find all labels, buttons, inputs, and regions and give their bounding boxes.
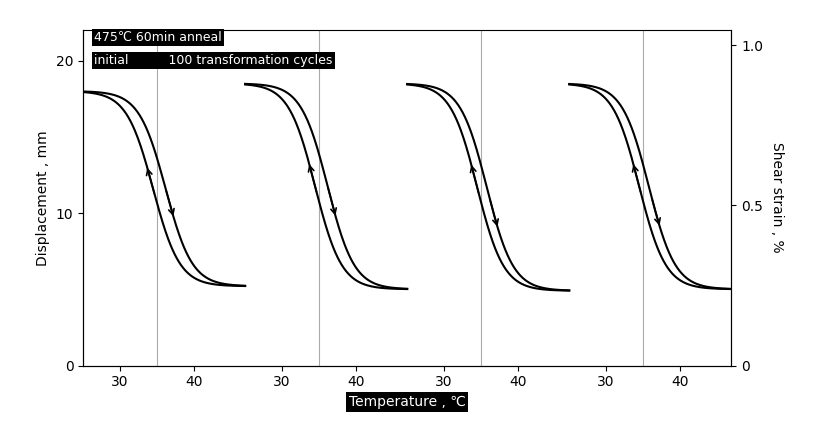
X-axis label: Temperature , ℃: Temperature , ℃: [349, 395, 465, 409]
Text: 475℃ 60min anneal: 475℃ 60min anneal: [94, 31, 222, 44]
Y-axis label: Shear strain , %: Shear strain , %: [770, 142, 784, 253]
Y-axis label: Displacement , mm: Displacement , mm: [37, 130, 50, 266]
Text: initial          100 transformation cycles: initial 100 transformation cycles: [94, 54, 332, 67]
